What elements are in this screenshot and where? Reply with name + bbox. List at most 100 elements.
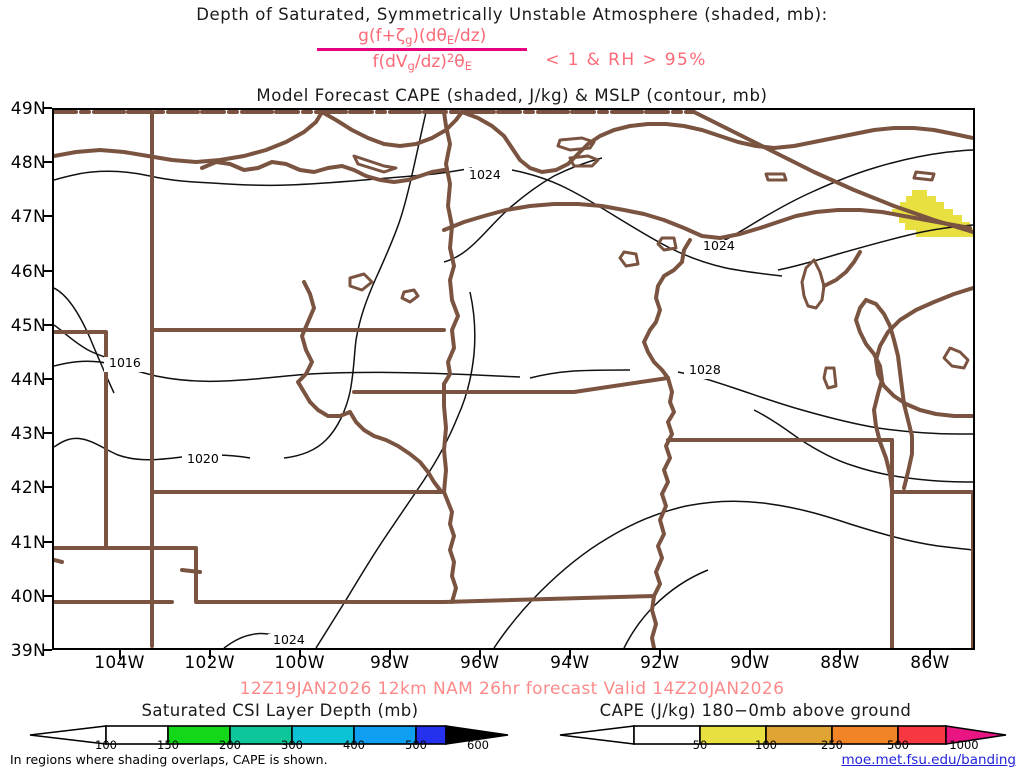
lon-tick-label: 100W [274,653,325,673]
lake-mn-1 [618,250,640,268]
formula-condition: < 1 & RH > 95% [545,50,707,70]
lat-tick-mark [43,594,52,597]
colorbar-tick-label: 250 [821,738,843,752]
colorbar-tick-label: 150 [157,738,179,752]
colorbar-tick-label: 600 [467,738,489,752]
lon-tick-mark [748,650,751,659]
political-border-layer [54,110,973,648]
colorbar-title-csi: Saturated CSI Layer Depth (mb) [141,701,419,720]
lon-tick-label: 88W [820,653,860,673]
canada-shield-ne [460,110,973,174]
contour-label-1020: 1020 [186,451,220,466]
lat-tick-mark [43,215,52,218]
colorbar-cape-ticks: 50 100 250 500 1000 [558,738,1008,752]
mslp-contour-1024-e [705,149,973,251]
contour-label-masks [104,168,738,648]
colorbar-tick-label: 400 [343,738,365,752]
mslp-contour-lower-right [493,500,973,648]
lake-michigan-shore [854,298,894,492]
lon-tick-label: 92W [640,653,680,673]
colorbar-cape[interactable] [558,722,1008,748]
green-bay [800,258,826,310]
lat-tick-mark [43,161,52,164]
lon-tick-mark [658,650,661,659]
page-subtitle: Model Forecast CAPE (shaded, J/kg) & MSL… [256,86,768,105]
colorbar-tick-label: 100 [95,738,117,752]
isle-royale [352,154,398,174]
lake-of-the-woods [556,136,596,152]
lon-tick-mark [928,650,931,659]
mslp-contour-1028 [529,369,631,379]
lat-tick-label: 42N [10,478,46,499]
lake-winnebago [822,366,838,390]
lat-tick-label: 45N [10,315,46,336]
mslp-contour-sm-right [623,569,709,648]
border-sd-mn [442,382,448,494]
lake-superior-north-shore [54,110,324,164]
lat-tick-mark [43,432,52,435]
border-wi-il [652,376,676,598]
map-plot-area[interactable]: 1024 1024 1016 1020 1028 1024 [52,108,975,650]
lake-red [568,154,600,168]
colorbar-tick-label: 500 [887,738,909,752]
page-title: Depth of Saturated, Symmetrically Unstab… [196,5,828,24]
lat-tick-mark [43,269,52,272]
lon-tick-mark [838,650,841,659]
contour-label-1016: 1016 [108,355,142,370]
lat-tick-label: 43N [10,424,46,445]
devils-lake [348,272,374,292]
lat-tick-mark [43,323,52,326]
colorbar-cape-svg [559,725,1007,745]
lake-michigan-east [864,298,914,490]
csi-criterion-formula: g(f+ζg)(dθE/dz) f(dVg/dz)2θE < 1 & RH > … [0,27,1024,74]
lake-huron-shore [874,286,973,418]
colorbar-csi[interactable] [28,722,510,748]
colorbar-title-cape: CAPE (J/kg) 180−0mb above ground [599,701,912,720]
contour-label-1024-east: 1024 [702,238,736,253]
map-graphic [54,110,973,648]
lake-superior-ne [320,110,464,148]
contour-label-1024-south: 1024 [272,632,306,647]
colorbar-tick-label: 50 [692,738,708,752]
missouri-river-sd [296,280,316,404]
mslp-contour-1028-b [677,371,973,435]
mslp-contour-1024-n [54,167,473,187]
source-site-link[interactable]: moe.met.fsu.edu/banding [841,752,1016,768]
lon-tick-label: 86W [910,653,950,673]
lon-tick-label: 102W [184,653,235,673]
missouri-river-ne [348,410,442,492]
lon-tick-mark [388,650,391,659]
lat-tick-label: 39N [10,641,46,661]
lat-tick-mark [43,649,52,651]
lat-tick-mark [43,540,52,543]
border-ia-mo [442,594,656,604]
lat-tick-label: 49N [10,99,46,119]
border-sd-ia [442,490,458,604]
cbar-csi-right-arrow [445,725,509,745]
contour-label-1024-north: 1024 [468,167,502,182]
lat-tick-mark [43,486,52,489]
shading-overlap-footnote: In regions where shading overlaps, CAPE … [10,752,328,767]
lake-mn-2 [400,288,420,304]
lat-tick-label: 46N [10,261,46,282]
lat-tick-label: 41N [10,532,46,553]
mslp-contour-1024-s2 [315,291,476,648]
lon-tick-mark [118,650,121,659]
lat-tick-label: 48N [10,153,46,174]
lon-tick-label: 96W [460,653,500,673]
border-il-south [650,594,658,648]
mslp-contour-1020-b [283,111,427,459]
lat-tick-label: 47N [10,207,46,228]
mslp-contour-1024-n2 [511,169,783,277]
lat-tick-label: 44N [10,370,46,390]
mslp-contour-michigan [753,409,973,483]
door-peninsula [822,250,862,288]
lon-tick-mark [208,650,211,659]
border-wy-ne [54,330,108,550]
formula-denominator: f(dVg/dz)2θE [372,51,472,74]
river-seg-1 [180,568,202,574]
border-wi-ia [572,376,670,394]
formula-fraction: g(f+ζg)(dθE/dz) f(dVg/dz)2θE [317,27,528,74]
lake-sakakawea [200,160,446,184]
